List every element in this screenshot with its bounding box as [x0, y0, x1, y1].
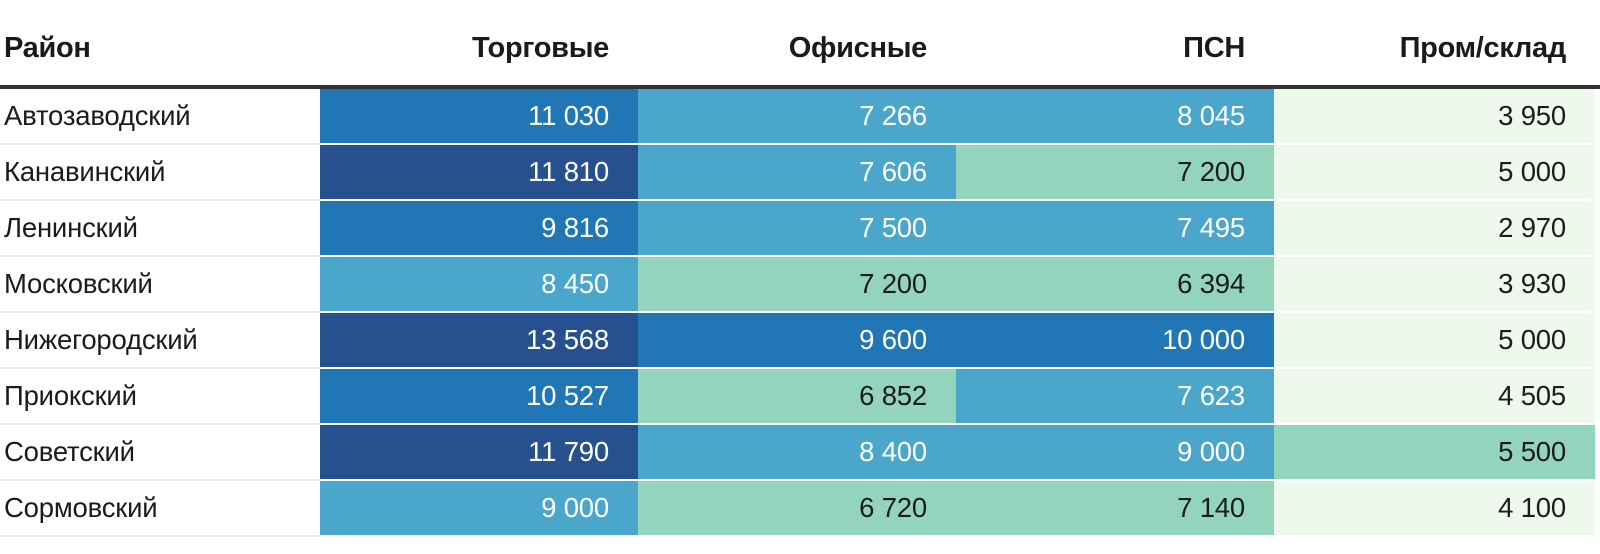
header-divider — [0, 85, 1600, 89]
column-header-industrial: Пром/склад — [1399, 32, 1567, 64]
column-header-psn: ПСН — [1183, 32, 1245, 64]
district-name-cell: Советский — [0, 425, 320, 481]
heatmap-cell: 3 930 — [1274, 257, 1595, 313]
heatmap-cell: 7 200 — [638, 257, 956, 313]
heatmap-cell: 7 623 — [956, 369, 1274, 425]
table-row: Советский 11 790 8 400 9 000 5 500 — [0, 425, 1595, 481]
column-header-office: Офисные — [788, 32, 928, 64]
district-name-cell: Автозаводский — [0, 89, 320, 145]
heatmap-cell: 7 200 — [956, 145, 1274, 201]
table-row: Автозаводский 11 030 7 266 8 045 3 950 — [0, 89, 1595, 145]
heatmap-cell: 8 450 — [320, 257, 638, 313]
table-body: Автозаводский 11 030 7 266 8 045 3 950 Канави… — [0, 89, 1600, 537]
heatmap-cell: 10 000 — [956, 313, 1274, 369]
table-row: Ленинский 9 816 7 500 7 495 2 970 — [0, 201, 1595, 257]
column-header-retail: Торговые — [471, 32, 609, 64]
heatmap-cell: 7 495 — [956, 201, 1274, 257]
heatmap-cell: 5 000 — [1274, 313, 1595, 369]
heatmap-cell: 9 000 — [956, 425, 1274, 481]
table-row: Канавинский 11 810 7 606 7 200 5 000 — [0, 145, 1595, 201]
table-header: Район Торговые Офисные ПСН Пром/склад — [0, 0, 1595, 85]
column-header-district: Район — [4, 32, 91, 64]
district-name-cell: Приокский — [0, 369, 320, 425]
heatmap-cell: 5 500 — [1274, 425, 1595, 481]
heatmap-cell: 7 606 — [638, 145, 956, 201]
heatmap-cell: 3 950 — [1274, 89, 1595, 145]
heatmap-cell: 9 000 — [320, 481, 638, 537]
heatmap-cell: 11 810 — [320, 145, 638, 201]
heatmap-cell: 8 400 — [638, 425, 956, 481]
heatmap-cell: 9 816 — [320, 201, 638, 257]
heatmap-cell: 11 790 — [320, 425, 638, 481]
heatmap-cell: 10 527 — [320, 369, 638, 425]
district-name-cell: Нижегородский — [0, 313, 320, 369]
heatmap-table: Район Торговые Офисные ПСН Пром/склад Ав… — [0, 0, 1600, 537]
district-name-cell: Сормовский — [0, 481, 320, 537]
heatmap-cell: 8 045 — [956, 89, 1274, 145]
heatmap-cell: 5 000 — [1274, 145, 1595, 201]
heatmap-cell: 6 720 — [638, 481, 956, 537]
district-name-cell: Московский — [0, 257, 320, 313]
heatmap-cell: 6 852 — [638, 369, 956, 425]
table-row: Московский 8 450 7 200 6 394 3 930 — [0, 257, 1595, 313]
heatmap-cell: 7 140 — [956, 481, 1274, 537]
heatmap-cell: 7 500 — [638, 201, 956, 257]
district-name-cell: Канавинский — [0, 145, 320, 201]
table-row: Сормовский 9 000 6 720 7 140 4 100 — [0, 481, 1595, 537]
district-name-cell: Ленинский — [0, 201, 320, 257]
heatmap-cell: 7 266 — [638, 89, 956, 145]
heatmap-cell: 4 100 — [1274, 481, 1595, 537]
heatmap-cell: 6 394 — [956, 257, 1274, 313]
heatmap-cell: 4 505 — [1274, 369, 1595, 425]
heatmap-cell: 9 600 — [638, 313, 956, 369]
heatmap-cell: 13 568 — [320, 313, 638, 369]
table-row: Приокский 10 527 6 852 7 623 4 505 — [0, 369, 1595, 425]
table-row: Нижегородский 13 568 9 600 10 000 5 000 — [0, 313, 1595, 369]
heatmap-cell: 11 030 — [320, 89, 638, 145]
heatmap-cell: 2 970 — [1274, 201, 1595, 257]
